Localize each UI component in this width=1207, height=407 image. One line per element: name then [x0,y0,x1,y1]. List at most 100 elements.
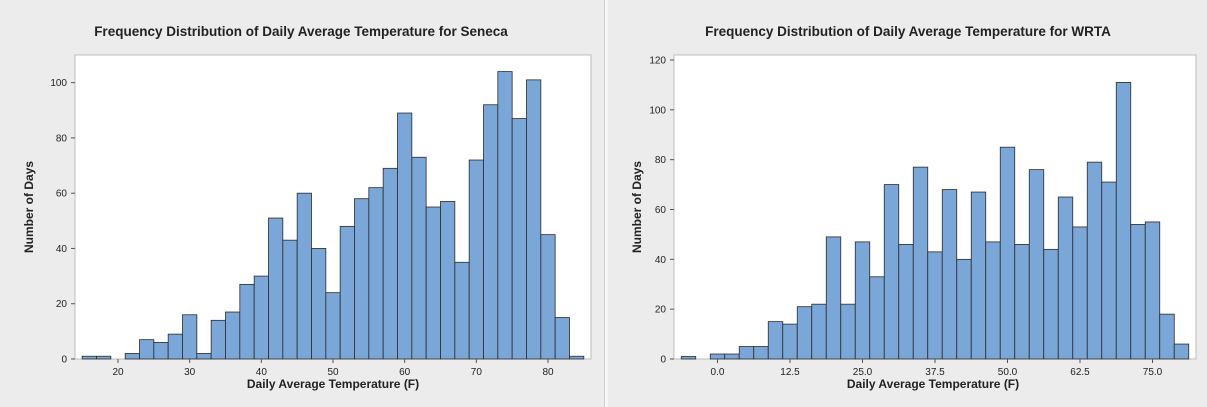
bar-25 [1043,248,1059,360]
bar-21 [382,167,398,360]
y-tick-label: 120 [649,55,666,66]
bar-16 [912,166,929,360]
bar-1 [96,355,112,360]
bar-5 [153,342,169,360]
x-tick-label: 40 [256,367,268,378]
bar-14 [282,239,298,360]
bar-18 [941,189,958,360]
bar-25 [440,201,456,360]
y-tick-label: 60 [56,189,68,200]
y-tick-label: 0 [61,355,67,366]
bar-32 [540,234,556,360]
x-axis-label: Daily Average Temperature (F) [247,377,419,391]
bar-22 [999,146,1016,360]
x-tick-label: 75.0 [1143,367,1163,378]
y-tick-label: 20 [56,299,68,310]
bar-8 [196,353,212,360]
bar-4 [139,339,155,360]
x-tick-label: 70 [471,367,483,378]
bar-11 [840,303,856,360]
y-tick-label: 60 [655,205,667,216]
bar-18 [339,225,355,360]
bar-20 [368,187,384,360]
bar-29 [497,71,513,360]
bar-4 [738,346,755,360]
bar-24 [1028,169,1045,360]
x-tick-label: 30 [184,367,196,378]
x-tick-label: 0.0 [711,367,725,378]
x-tick-label: 20 [112,367,124,378]
y-tick-label: 80 [655,155,667,166]
bar-10 [225,311,241,360]
x-tick-label: 62.5 [1070,367,1090,378]
bar-15 [898,243,914,360]
bar-17 [927,251,943,360]
bar-0 [680,356,697,360]
y-tick-label: 0 [660,355,666,366]
x-tick-label: 12.5 [780,367,800,378]
y-axis-label: Number of Days [22,161,36,253]
bar-32 [1144,221,1161,360]
seneca-chart-panel: Frequency Distribution of Daily Average … [3,3,600,403]
bar-21 [985,241,1001,360]
y-axis: 0 20 40 60 80 100 120 [649,55,674,366]
bar-13 [869,276,885,360]
bar-8 [796,306,813,360]
x-tick-label: 80 [542,367,554,378]
y-tick-label: 40 [655,255,667,266]
y-axis-label: Number of Days [630,161,644,253]
bar-23 [411,156,427,360]
bar-0 [81,355,97,360]
bar-6 [767,321,784,360]
panel-divider [604,0,608,407]
y-tick-label: 80 [56,133,68,144]
wrta-chart-panel: Frequency Distribution of Daily Average … [611,3,1205,403]
bar-9 [210,319,226,360]
bar-9 [811,303,827,360]
bar-7 [182,314,198,360]
bar-5 [753,346,769,360]
bar-19 [354,198,370,360]
bar-12 [854,241,871,360]
bar-13 [268,217,284,360]
bar-12 [253,275,269,360]
bar-26 [454,261,470,360]
bar-27 [1072,226,1088,360]
y-axis: 0 20 40 60 80 100 [50,78,75,366]
x-axis: 20 30 40 50 60 70 80 [112,359,554,378]
bar-10 [825,236,842,360]
bar-28 [1086,161,1103,360]
chart-title: Frequency Distribution of Daily Average … [94,24,508,39]
x-axis: 0.0 12.5 25.0 37.5 50.0 62.5 75.0 [711,359,1163,378]
bar-17 [325,292,341,360]
seneca-histogram: Frequency Distribution of Daily Average … [22,24,592,391]
bar-19 [956,258,972,360]
bar-2 [709,353,726,360]
y-tick-label: 100 [50,78,67,89]
x-axis-label: Daily Average Temperature (F) [847,377,1019,391]
y-tick-label: 40 [56,244,68,255]
bar-3 [724,353,740,360]
bar-30 [1115,82,1132,360]
x-tick-label: 60 [399,367,411,378]
y-tick-label: 20 [655,305,667,316]
bar-33 [554,317,570,360]
wrta-histogram: Frequency Distribution of Daily Average … [630,24,1197,391]
y-tick-label: 100 [649,105,666,116]
bar-14 [883,184,900,360]
bar-31 [1130,224,1146,360]
bar-28 [483,104,499,360]
bar-27 [468,159,484,360]
bar-16 [311,248,327,360]
x-tick-label: 50 [327,367,339,378]
x-tick-label: 50.0 [998,367,1018,378]
bar-group [81,71,585,360]
bar-3 [124,353,140,360]
bar-7 [782,323,798,360]
bar-group [680,82,1190,360]
bar-20 [970,191,987,360]
bar-22 [397,112,413,360]
x-tick-label: 37.5 [925,367,945,378]
bar-24 [425,206,441,360]
bar-30 [511,118,527,360]
